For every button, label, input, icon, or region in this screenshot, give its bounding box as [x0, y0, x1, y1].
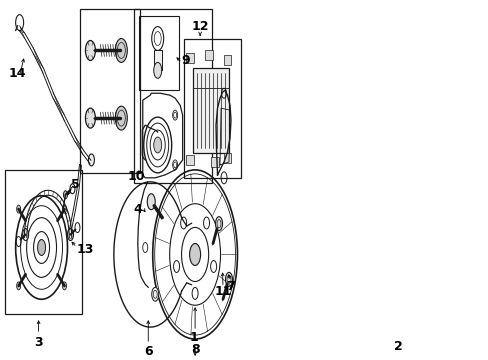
Circle shape [115, 39, 127, 62]
Circle shape [215, 217, 222, 231]
Bar [153, 50, 162, 70]
Bar [81, 9, 140, 173]
Bar [139, 15, 179, 90]
Bar [186, 155, 194, 165]
Circle shape [85, 108, 95, 128]
Circle shape [153, 137, 162, 153]
Text: 8: 8 [190, 342, 199, 356]
Circle shape [88, 154, 94, 166]
Circle shape [85, 41, 95, 60]
Circle shape [151, 287, 159, 301]
Text: 9: 9 [181, 54, 189, 67]
Bar [184, 39, 241, 178]
Circle shape [63, 191, 67, 199]
Bar [5, 170, 82, 314]
Bar [223, 55, 231, 66]
Text: 7: 7 [226, 280, 235, 293]
Circle shape [17, 282, 20, 290]
Circle shape [70, 184, 75, 194]
Circle shape [225, 273, 232, 286]
Circle shape [62, 205, 66, 213]
Text: 6: 6 [143, 345, 152, 357]
Text: 1: 1 [189, 330, 198, 343]
Text: 4: 4 [133, 203, 142, 216]
Text: 2: 2 [393, 339, 402, 352]
Text: 13: 13 [76, 243, 94, 256]
Circle shape [153, 62, 162, 78]
Circle shape [115, 106, 127, 130]
Text: 12: 12 [191, 20, 208, 33]
Circle shape [22, 229, 29, 240]
Bar [204, 50, 213, 60]
Circle shape [395, 291, 403, 307]
Circle shape [38, 239, 45, 256]
Circle shape [17, 205, 20, 213]
Circle shape [147, 194, 155, 210]
Text: 14: 14 [8, 67, 26, 80]
Text: 11: 11 [214, 285, 231, 298]
Bar [192, 68, 228, 153]
Text: 10: 10 [127, 170, 145, 183]
Text: 5: 5 [71, 178, 80, 191]
Bar [223, 153, 231, 163]
Circle shape [16, 15, 23, 31]
Circle shape [62, 282, 66, 290]
Text: 3: 3 [34, 336, 43, 348]
Bar [134, 9, 211, 183]
Bar [211, 157, 219, 167]
Bar [186, 53, 194, 63]
Circle shape [189, 243, 200, 265]
Circle shape [67, 229, 73, 240]
